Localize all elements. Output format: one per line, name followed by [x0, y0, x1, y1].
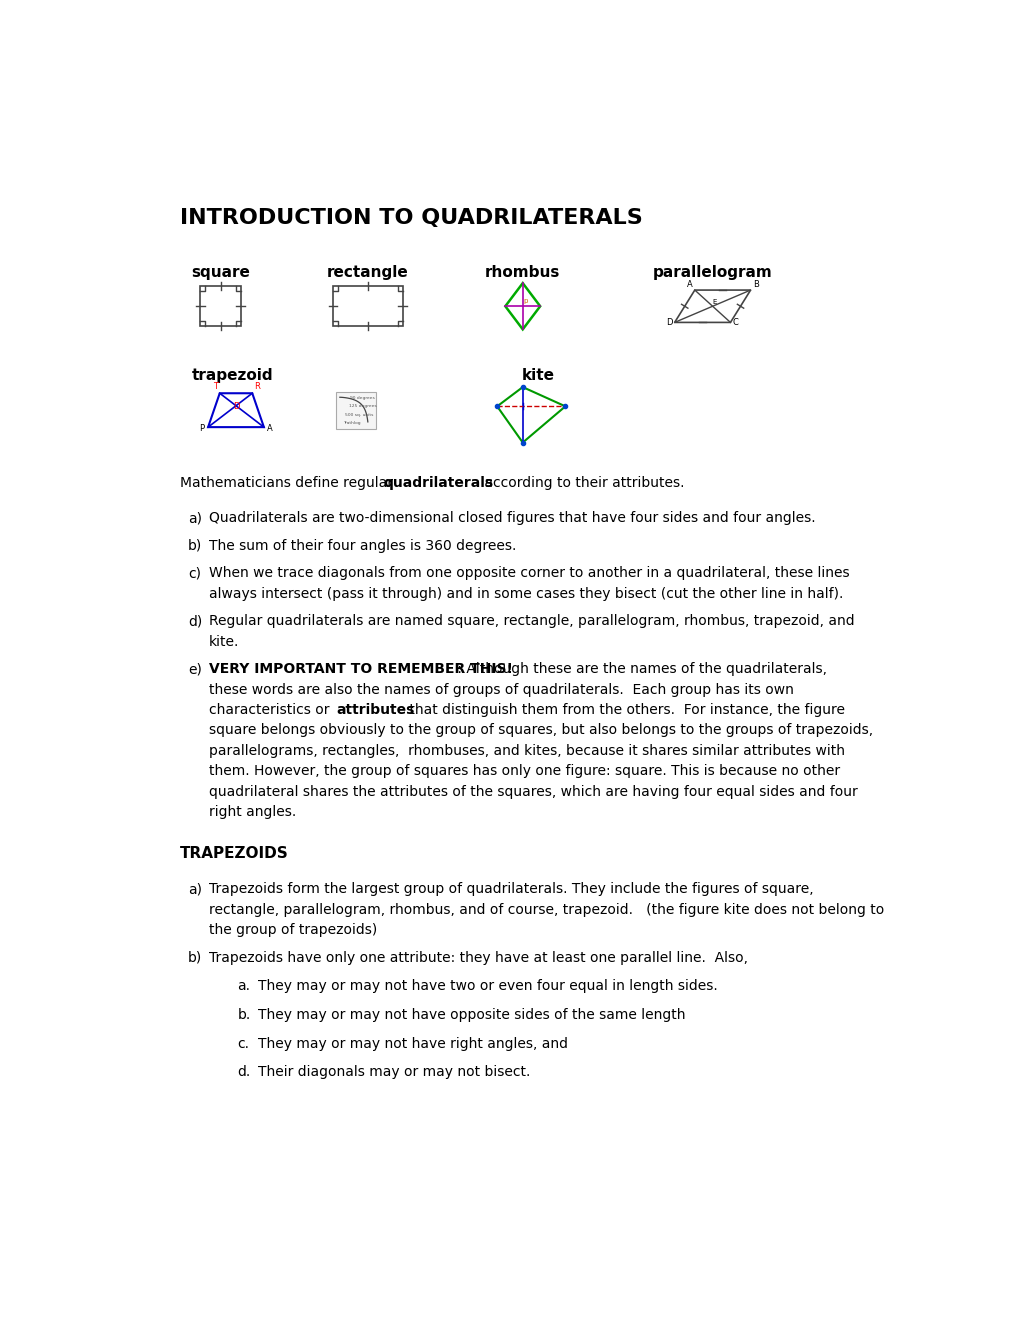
Text: : Although these are the names of the quadrilaterals,: : Although these are the names of the qu…: [452, 663, 826, 676]
Text: d.: d.: [237, 1065, 251, 1078]
Text: A: A: [266, 424, 272, 433]
Text: characteristics or: characteristics or: [209, 704, 333, 717]
Bar: [332, 286, 403, 326]
Text: They may or may not have two or even four equal in length sides.: They may or may not have two or even fou…: [258, 979, 716, 994]
Text: square: square: [191, 264, 250, 280]
Text: kite: kite: [522, 368, 554, 383]
Text: They may or may not have right angles, and: They may or may not have right angles, a…: [258, 1036, 568, 1051]
Text: quadrilaterals: quadrilaterals: [383, 477, 493, 491]
Text: They may or may not have opposite sides of the same length: They may or may not have opposite sides …: [258, 1008, 685, 1022]
Text: right angles.: right angles.: [209, 805, 296, 818]
Text: p: p: [523, 298, 528, 304]
Text: Quadrilaterals are two-dimensional closed figures that have four sides and four : Quadrilaterals are two-dimensional close…: [209, 511, 815, 525]
Text: 90 degrees: 90 degrees: [350, 396, 374, 400]
Text: When we trace diagonals from one opposite corner to another in a quadrilateral, : When we trace diagonals from one opposit…: [209, 566, 849, 581]
Text: a.: a.: [237, 979, 251, 994]
Text: T: T: [212, 383, 217, 392]
Text: rectangle: rectangle: [326, 264, 409, 280]
Text: b): b): [187, 950, 202, 965]
Text: The sum of their four angles is 360 degrees.: The sum of their four angles is 360 degr…: [209, 539, 516, 553]
Text: attributes: attributes: [336, 704, 415, 717]
Text: Trathlog: Trathlog: [343, 421, 361, 425]
Text: E: E: [711, 298, 715, 305]
Text: rhombus: rhombus: [485, 264, 559, 280]
Text: parallelograms, rectangles,  rhombuses, and kites, because it shares similar att: parallelograms, rectangles, rhombuses, a…: [209, 743, 844, 758]
Text: P: P: [199, 424, 204, 433]
Text: quadrilateral shares the attributes of the squares, which are having four equal : quadrilateral shares the attributes of t…: [209, 784, 857, 799]
Text: TRAPEZOIDS: TRAPEZOIDS: [180, 846, 288, 861]
Text: that distinguish them from the others.  For instance, the figure: that distinguish them from the others. F…: [405, 704, 844, 717]
Text: a): a): [187, 883, 202, 896]
Text: the group of trapezoids): the group of trapezoids): [209, 923, 377, 937]
Text: 125 degrees: 125 degrees: [348, 404, 376, 408]
Text: a): a): [187, 511, 202, 525]
Text: d): d): [187, 614, 202, 628]
Text: INTRODUCTION TO QUADRILATERALS: INTRODUCTION TO QUADRILATERALS: [180, 209, 642, 228]
Text: Mathematicians define regular: Mathematicians define regular: [180, 477, 397, 491]
Text: them. However, the group of squares has only one figure: square. This is because: them. However, the group of squares has …: [209, 764, 840, 777]
Text: Trapezoids form the largest group of quadrilaterals. They include the figures of: Trapezoids form the largest group of qua…: [209, 883, 813, 896]
Text: 500 sq. units: 500 sq. units: [344, 413, 373, 417]
Text: D: D: [665, 318, 672, 327]
Text: parallelogram: parallelogram: [652, 264, 771, 280]
Text: c): c): [187, 566, 201, 581]
Text: according to their attributes.: according to their attributes.: [480, 477, 684, 491]
Text: always intersect (pass it through) and in some cases they bisect (cut the other : always intersect (pass it through) and i…: [209, 586, 843, 601]
Bar: [335, 392, 376, 429]
Text: Regular quadrilaterals are named square, rectangle, parallelogram, rhombus, trap: Regular quadrilaterals are named square,…: [209, 614, 854, 628]
Text: trapezoid: trapezoid: [192, 368, 273, 383]
Text: rectangle, parallelogram, rhombus, and of course, trapezoid.   (the figure kite : rectangle, parallelogram, rhombus, and o…: [209, 903, 883, 917]
Bar: [200, 286, 240, 326]
Text: kite.: kite.: [209, 635, 239, 648]
Text: square belongs obviously to the group of squares, but also belongs to the groups: square belongs obviously to the group of…: [209, 723, 872, 738]
Text: C: C: [733, 318, 738, 327]
Text: b.: b.: [237, 1008, 251, 1022]
Text: B: B: [752, 280, 758, 289]
Text: these words are also the names of groups of quadrilaterals.  Each group has its : these words are also the names of groups…: [209, 682, 793, 697]
Text: A: A: [687, 280, 692, 289]
Text: R: R: [254, 383, 260, 392]
Text: VERY IMPORTANT TO REMEMBER THIS!: VERY IMPORTANT TO REMEMBER THIS!: [209, 663, 513, 676]
Text: e): e): [187, 663, 202, 676]
Text: Trapezoids have only one attribute: they have at least one parallel line.  Also,: Trapezoids have only one attribute: they…: [209, 950, 747, 965]
Text: b): b): [187, 539, 202, 553]
Text: Their diagonals may or may not bisect.: Their diagonals may or may not bisect.: [258, 1065, 530, 1078]
Text: c.: c.: [237, 1036, 250, 1051]
Text: D: D: [233, 401, 239, 411]
